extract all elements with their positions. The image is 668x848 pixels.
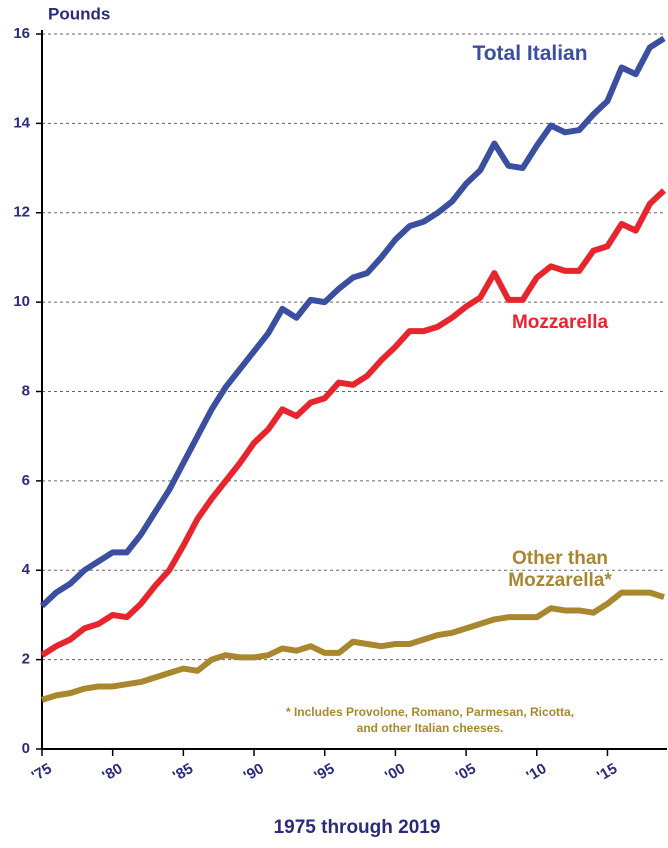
y-tick-label: 4 [22, 561, 31, 578]
x-tick-label: '80 [99, 760, 125, 785]
y-tick-label: 2 [22, 651, 30, 668]
series-line [39, 35, 666, 609]
footnote: * Includes Provolone, Romano, Parmesan, … [285, 705, 575, 735]
series-label: Total Italian [472, 42, 588, 65]
x-tick-label: '75 [29, 760, 55, 785]
x-axis-label: 1975 through 2019 [274, 817, 441, 838]
y-tick-label: 6 [22, 472, 30, 489]
x-tick-label: '85 [170, 760, 196, 785]
y-tick-label: 12 [13, 204, 30, 221]
series-line [41, 589, 665, 703]
y-tick-label: 16 [13, 25, 30, 42]
x-tick-label: '95 [311, 760, 337, 785]
y-axis-label: Pounds [48, 4, 110, 23]
x-tick-label: '10 [523, 760, 549, 785]
y-tick-label: 10 [13, 293, 30, 310]
y-tick-label: 8 [22, 382, 30, 399]
y-tick-label: 14 [13, 114, 30, 131]
x-tick-label: '05 [453, 760, 479, 785]
y-tick-label: 0 [22, 740, 30, 757]
x-tick-label: '00 [382, 760, 408, 785]
x-tick-label: '15 [594, 760, 620, 785]
series-label: Mozzarella [511, 312, 609, 333]
series-line [40, 188, 667, 658]
series-label: Other than Mozzarella* [508, 548, 612, 591]
x-tick-label: '90 [241, 760, 267, 785]
